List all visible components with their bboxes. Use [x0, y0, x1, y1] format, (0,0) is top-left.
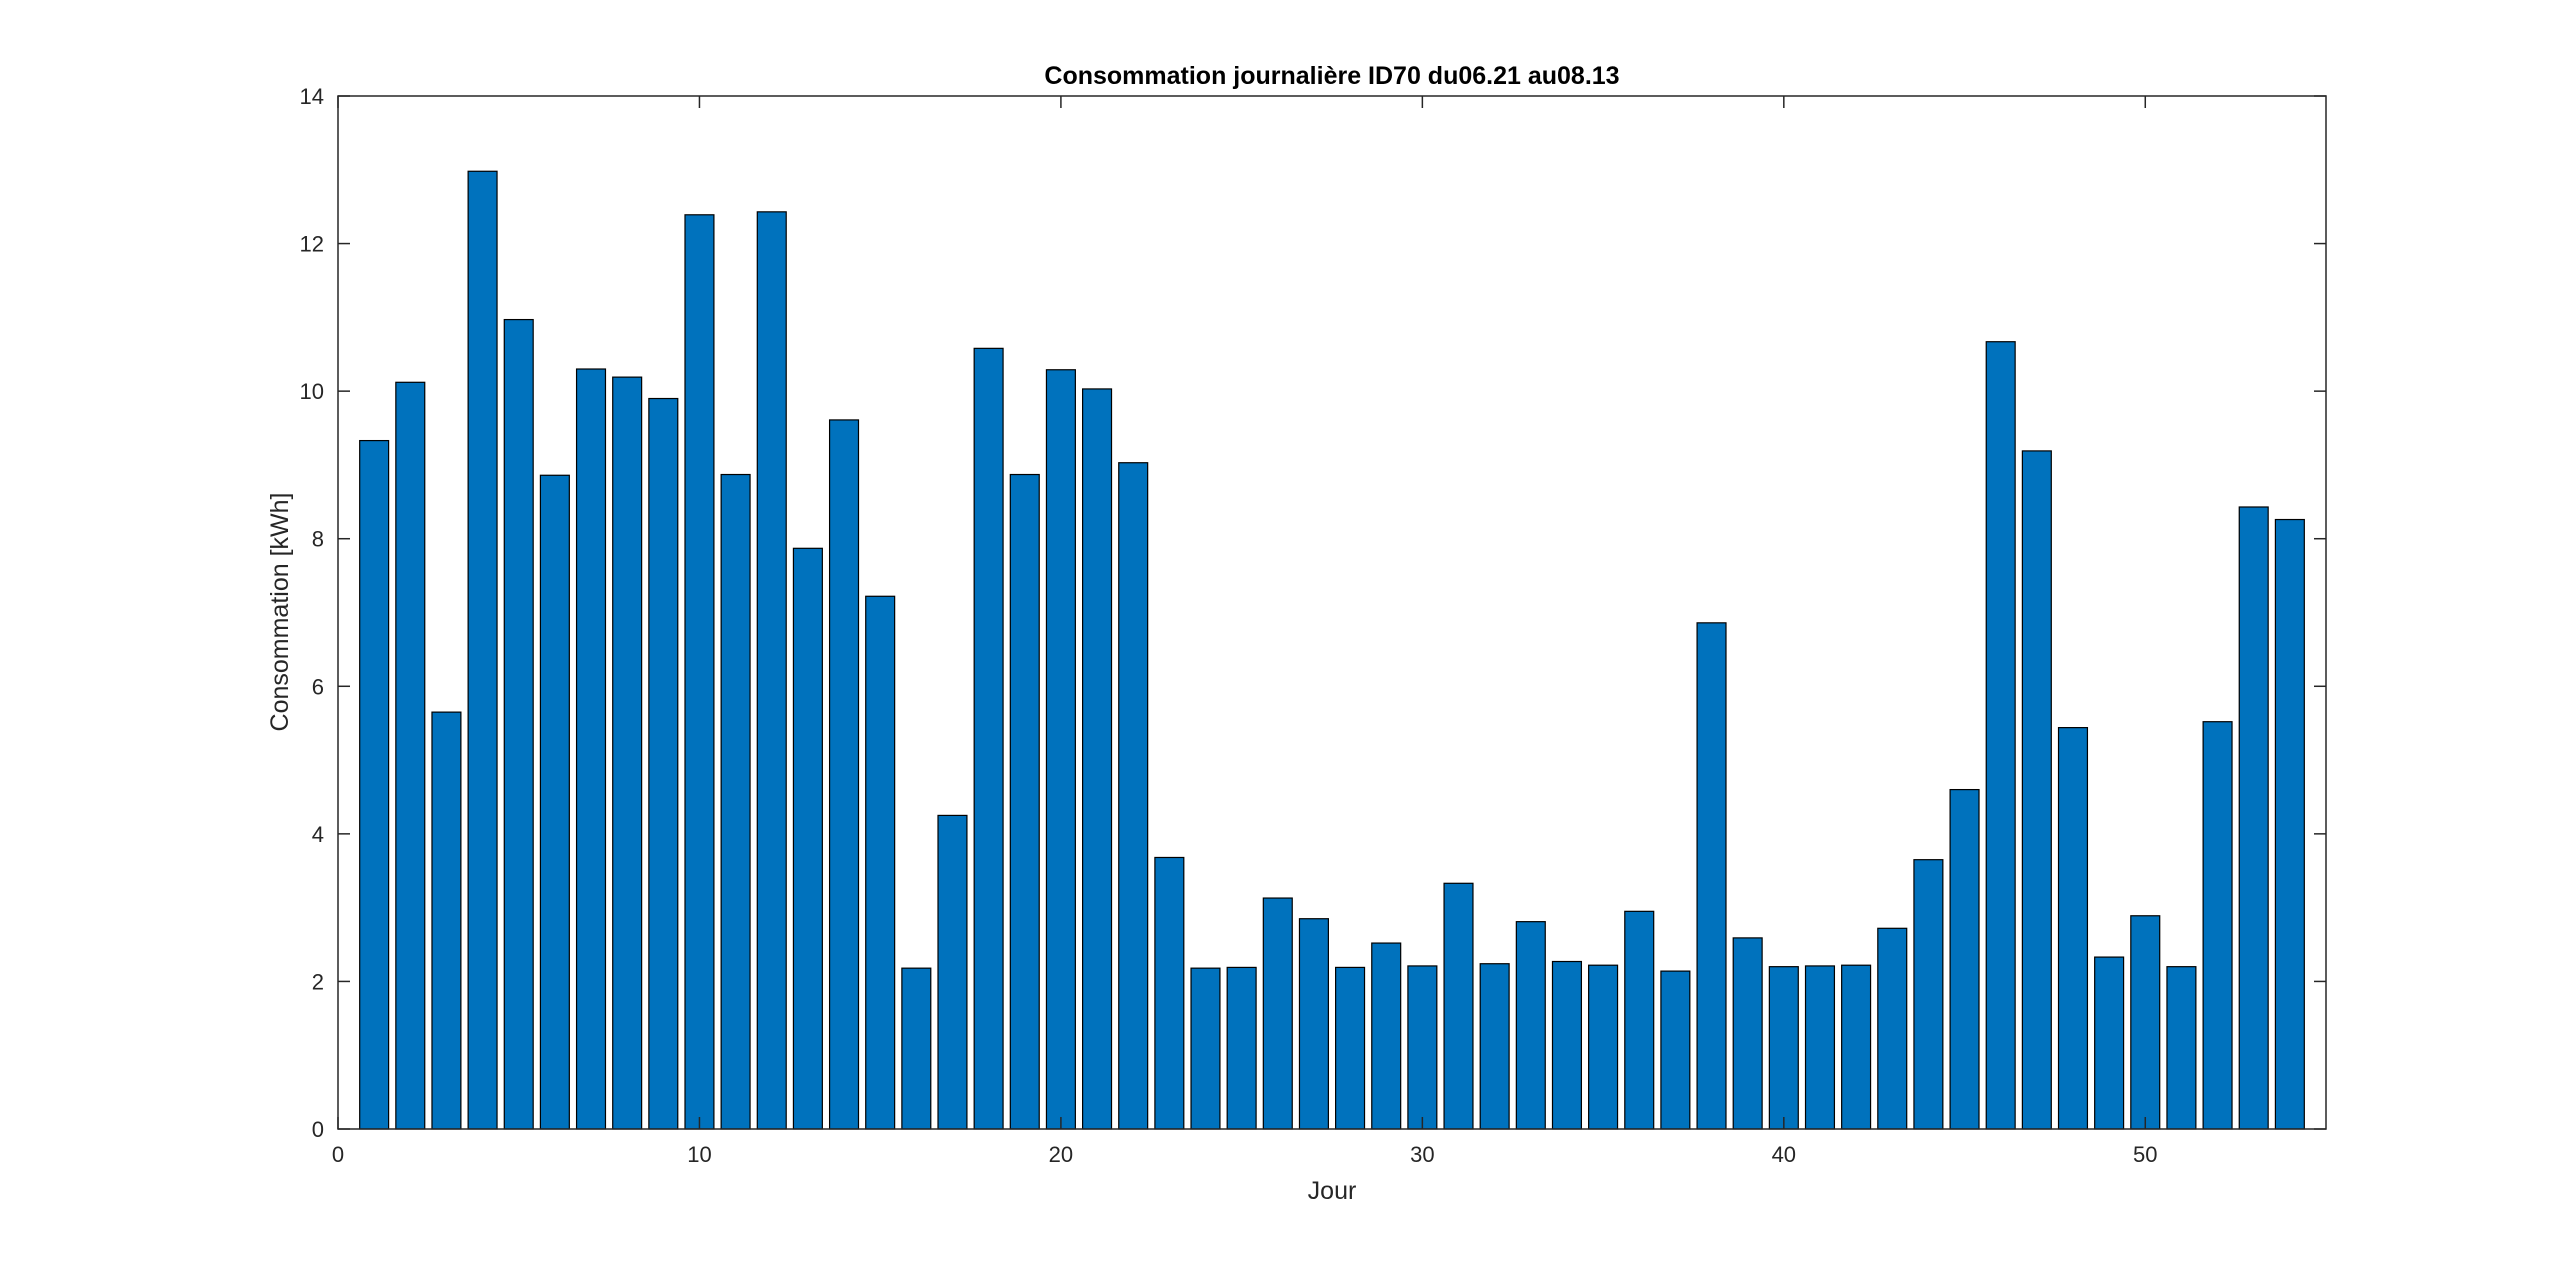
bar-day-23	[1154, 856, 1185, 1130]
bar-day-33	[1515, 921, 1546, 1130]
bar-day-29	[1371, 942, 1402, 1130]
bar-day-1	[359, 439, 390, 1130]
bar-day-19	[1009, 473, 1040, 1130]
x-tick-label-40: 40	[1772, 1142, 1796, 1167]
bar-day-21	[1081, 388, 1113, 1130]
bar-day-48	[2057, 727, 2089, 1130]
y-tick-label-14: 14	[300, 84, 324, 109]
bar-day-54	[2274, 518, 2305, 1130]
bar-day-11	[720, 473, 751, 1130]
y-tick-label-8: 8	[312, 527, 324, 552]
bar-day-51	[2166, 966, 2197, 1130]
bar-day-53	[2238, 506, 2269, 1130]
bars-group	[359, 170, 2305, 1130]
x-tick-label-20: 20	[1049, 1142, 1073, 1167]
bar-day-38	[1696, 622, 1727, 1130]
bar-day-47	[2021, 450, 2052, 1130]
bar-day-34	[1551, 960, 1583, 1130]
bar-day-49	[2094, 956, 2125, 1130]
bar-day-18	[973, 347, 1004, 1130]
x-tick-label-50: 50	[2133, 1142, 2157, 1167]
bar-day-28	[1335, 966, 1366, 1130]
x-axis-label: Jour	[1308, 1177, 1357, 1205]
bar-day-6	[539, 474, 570, 1130]
bar-day-36	[1624, 910, 1655, 1130]
y-tick-label-4: 4	[312, 822, 324, 847]
bar-day-31	[1443, 882, 1474, 1130]
bar-day-35	[1588, 964, 1619, 1130]
bar-day-32	[1479, 963, 1510, 1130]
bar-day-4	[467, 170, 498, 1130]
bar-day-13	[792, 547, 823, 1130]
y-axis-label: Consommation [kWh]	[266, 493, 294, 732]
y-tick-label-6: 6	[312, 674, 324, 699]
bar-day-41	[1804, 965, 1836, 1130]
bar-day-39	[1732, 937, 1763, 1130]
bar-day-2	[395, 381, 426, 1130]
bar-day-20	[1045, 369, 1076, 1130]
bar-day-24	[1190, 967, 1221, 1130]
bar-day-22	[1118, 462, 1149, 1130]
plot-frame	[337, 95, 2327, 1130]
bar-day-37	[1660, 970, 1691, 1130]
y-tick-label-0: 0	[312, 1117, 324, 1142]
bar-day-17	[937, 814, 968, 1130]
x-tick-label-30: 30	[1410, 1142, 1434, 1167]
bar-day-46	[1985, 341, 2016, 1130]
bar-day-43	[1877, 927, 1908, 1130]
bar-day-7	[575, 368, 607, 1130]
bar-day-14	[828, 419, 860, 1130]
bar-day-40	[1768, 966, 1799, 1130]
bar-day-16	[901, 967, 932, 1130]
bar-day-30	[1407, 965, 1438, 1130]
bar-day-45	[1949, 788, 1980, 1130]
bar-day-15	[865, 595, 896, 1130]
bar-day-9	[648, 397, 679, 1130]
bar-day-44	[1913, 859, 1944, 1130]
bar-day-5	[503, 318, 534, 1130]
bar-day-42	[1841, 964, 1872, 1130]
bar-day-25	[1226, 966, 1257, 1130]
y-tick-label-2: 2	[312, 969, 324, 994]
bar-day-8	[612, 376, 643, 1130]
ticks-group: 0 10 20 30 40 50 0 2 4 6 8 10 12 14	[300, 84, 2326, 1167]
x-tick-label-10: 10	[687, 1142, 711, 1167]
bar-day-12	[756, 211, 787, 1130]
bar-day-52	[2202, 721, 2233, 1130]
chart-title: Consommation journalière ID70 du06.21 au…	[1044, 62, 1619, 90]
y-tick-label-10: 10	[300, 379, 324, 404]
bar-day-50	[2130, 915, 2161, 1130]
bar-day-26	[1262, 897, 1293, 1130]
y-tick-label-12: 12	[300, 232, 324, 257]
x-tick-label-0: 0	[332, 1142, 344, 1167]
bar-day-10	[684, 214, 715, 1130]
bar-day-3	[431, 711, 462, 1130]
bar-day-27	[1298, 918, 1329, 1130]
